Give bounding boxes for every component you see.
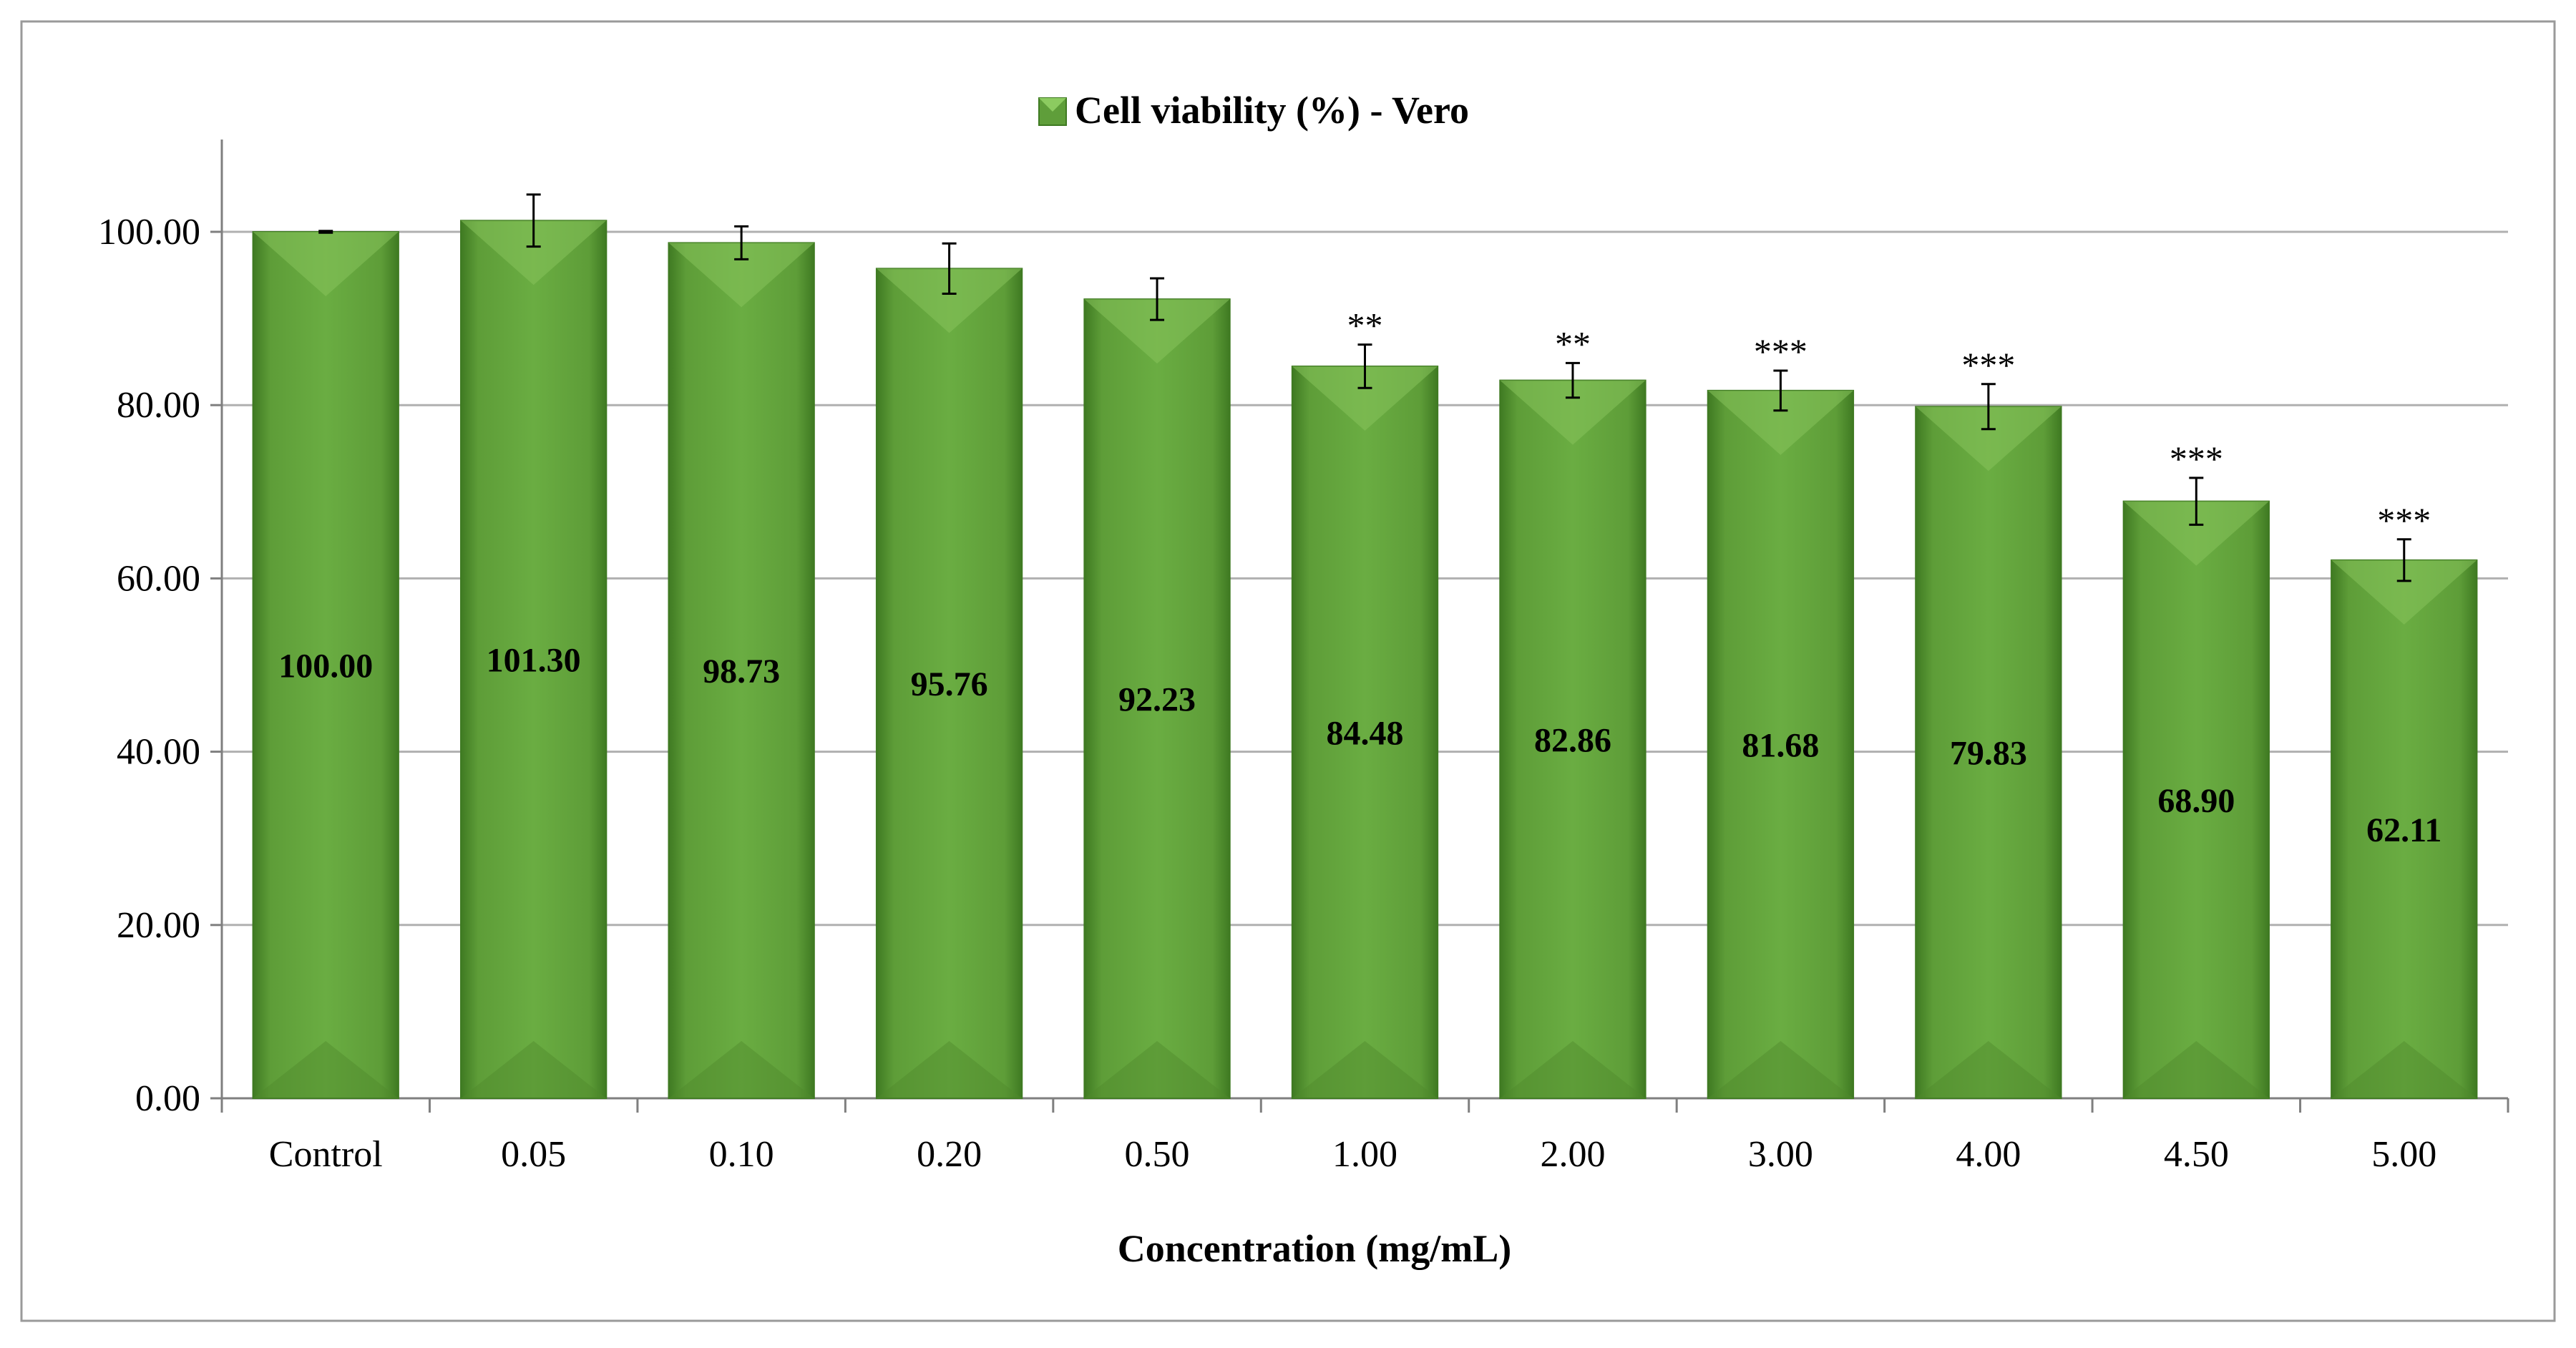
data-label: 84.48 bbox=[1327, 714, 1404, 752]
bar-bevel-bottom bbox=[1292, 1041, 1438, 1098]
bar-group: *** 68.90 bbox=[2122, 439, 2270, 1099]
significance-label: *** bbox=[1961, 345, 2015, 385]
bar-bevel-top bbox=[253, 232, 399, 296]
bar-group: *** 79.83 bbox=[1915, 345, 2062, 1099]
bar-bevel-bottom bbox=[668, 1041, 814, 1098]
bar-bevel-top bbox=[876, 268, 1023, 333]
data-label: 101.30 bbox=[487, 642, 581, 680]
bar-bevel-bottom bbox=[2123, 1041, 2269, 1098]
bar-bevel-bottom bbox=[461, 1041, 607, 1098]
legend-swatch-bevel bbox=[1039, 98, 1066, 112]
bar-group: 100.00 bbox=[252, 230, 399, 1099]
bar-group: 98.73 bbox=[668, 225, 815, 1099]
data-label: 82.86 bbox=[1534, 721, 1611, 759]
x-tick-label: 3.00 bbox=[1748, 1134, 1813, 1175]
data-label: 68.90 bbox=[2157, 782, 2235, 820]
y-tick-label: 60.00 bbox=[117, 558, 200, 599]
x-tick-label: 0.10 bbox=[709, 1134, 774, 1175]
bar-bevel-top bbox=[461, 220, 607, 285]
bar-group: ** 84.48 bbox=[1291, 306, 1439, 1099]
x-tick-label: 0.50 bbox=[1125, 1134, 1190, 1175]
data-label: 92.23 bbox=[1118, 681, 1196, 719]
bar-bevel-bottom bbox=[253, 1041, 399, 1098]
x-axis-title: Concentration (mg/mL) bbox=[1118, 1227, 1511, 1270]
bar-bevel-bottom bbox=[1707, 1041, 1854, 1098]
y-tick-label: 80.00 bbox=[117, 385, 200, 426]
bar-bevel-top bbox=[1292, 366, 1438, 431]
x-tick-label: 0.05 bbox=[501, 1134, 566, 1175]
data-label: 81.68 bbox=[1742, 726, 1819, 764]
x-tick-label: 1.00 bbox=[1332, 1134, 1397, 1175]
x-tick-label: Control bbox=[269, 1134, 383, 1175]
data-label: 98.73 bbox=[703, 653, 780, 690]
data-label: 79.83 bbox=[1950, 735, 2027, 773]
significance-label: *** bbox=[2377, 500, 2431, 540]
bar-bevel-top bbox=[1500, 380, 1646, 445]
bar bbox=[1707, 389, 1855, 1099]
legend: Cell viability (%) - Vero bbox=[1038, 89, 1469, 132]
bar-group: *** 81.68 bbox=[1707, 331, 1855, 1099]
y-axis: 0.00 20.00 40.00 60.00 80.00 100.00 bbox=[98, 140, 223, 1119]
data-label: 100.00 bbox=[278, 648, 373, 685]
legend-label: Cell viability (%) - Vero bbox=[1075, 89, 1469, 132]
bar-group: 101.30 bbox=[460, 193, 608, 1100]
y-tick-label: 100.00 bbox=[98, 212, 200, 253]
bar-bevel-bottom bbox=[1084, 1041, 1230, 1098]
bar bbox=[1499, 379, 1646, 1099]
bar bbox=[668, 242, 815, 1099]
x-tick-label: 5.00 bbox=[2371, 1134, 2436, 1175]
bar bbox=[460, 220, 608, 1100]
bar-bevel-top bbox=[1916, 406, 2062, 472]
y-tick-label: 20.00 bbox=[117, 905, 200, 946]
bar-group: ** 82.86 bbox=[1499, 323, 1646, 1099]
bar-bevel-top bbox=[1084, 299, 1230, 364]
bar bbox=[1915, 406, 2062, 1099]
bar-bevel-bottom bbox=[2331, 1041, 2477, 1098]
bar bbox=[875, 268, 1023, 1099]
bar-bevel-bottom bbox=[1500, 1041, 1646, 1098]
bar-group: *** 62.11 bbox=[2331, 500, 2478, 1099]
bar bbox=[252, 231, 399, 1099]
bar-bevel-bottom bbox=[876, 1041, 1023, 1098]
bar-bevel-bottom bbox=[1916, 1041, 2062, 1098]
bar-bevel-top bbox=[1707, 390, 1854, 455]
x-tick-label: 4.00 bbox=[1956, 1134, 2021, 1175]
x-tick-label: 2.00 bbox=[1540, 1134, 1605, 1175]
x-tick-label: 4.50 bbox=[2164, 1134, 2229, 1175]
bar bbox=[2122, 500, 2270, 1099]
bar-group: 95.76 bbox=[875, 242, 1023, 1099]
bar-group: 92.23 bbox=[1083, 277, 1231, 1099]
significance-label: *** bbox=[2170, 439, 2223, 479]
bar-bevel-top bbox=[668, 243, 814, 308]
data-label: 95.76 bbox=[911, 665, 988, 703]
y-tick-label: 40.00 bbox=[117, 732, 200, 773]
y-tick-label: 0.00 bbox=[135, 1078, 200, 1119]
bar bbox=[1291, 365, 1439, 1099]
bar-bevel-top bbox=[2331, 560, 2477, 625]
bar-bevel-top bbox=[2123, 501, 2269, 566]
significance-label: ** bbox=[1555, 323, 1591, 363]
significance-label: *** bbox=[1754, 331, 1807, 371]
significance-label: ** bbox=[1347, 306, 1383, 346]
bar bbox=[2331, 559, 2478, 1099]
bar bbox=[1083, 298, 1231, 1099]
x-tick-label: 0.20 bbox=[917, 1134, 982, 1175]
data-label: 62.11 bbox=[2366, 811, 2441, 849]
bar-series: 100.00 101.30 98.73 95.76 92.23 ** 84.48 ** 82.8… bbox=[252, 193, 2478, 1100]
